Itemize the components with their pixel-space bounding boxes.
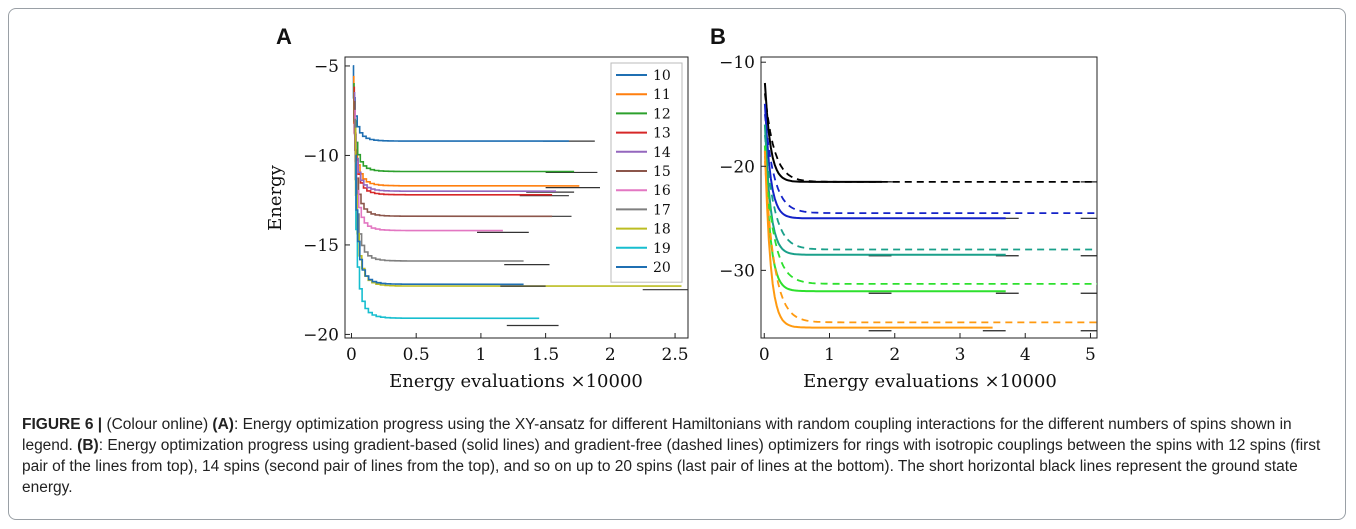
legend-label-12: 12: [653, 106, 671, 122]
legend-label-17: 17: [653, 202, 671, 218]
caption-intro: (Colour online): [102, 416, 212, 433]
panel-b-ytick-label: −20: [719, 157, 755, 177]
series-line-10: [353, 66, 569, 141]
series-solid-20: [765, 151, 993, 328]
panel-b-xtick-label: 1: [824, 345, 835, 365]
panel-b-letter: B: [710, 24, 726, 49]
panel-b-xtick-label: 4: [1020, 345, 1031, 365]
panel-a-xtick-label: 1.5: [532, 345, 559, 365]
series-solid-14: [765, 104, 1006, 219]
series-line-15: [354, 102, 552, 217]
legend-label-15: 15: [653, 164, 671, 180]
panel-a-xtick-label: 0.5: [403, 345, 430, 365]
panel-a-ytick-label: −5: [314, 57, 339, 77]
legend-box: [611, 63, 682, 282]
series-dashed-12: [765, 93, 1097, 181]
panel-a-letter: A: [276, 24, 292, 49]
legend-label-11: 11: [653, 87, 671, 103]
figure-caption: FIGURE 6 | (Colour online) (A) : Energy o…: [22, 414, 1332, 498]
panel-a-ytick-label: −15: [303, 236, 339, 256]
series-line-19: [355, 164, 539, 318]
panel-a-ylabel: Energy: [265, 164, 286, 231]
panel-b-axes: [761, 57, 1097, 338]
panel-b-xtick-label: 2: [889, 345, 900, 365]
legend-label-19: 19: [653, 241, 671, 257]
panel-b: B 0 1 2 3 4 5 −30 −20 −10 Energy evaluations ×10…: [710, 24, 1097, 392]
panel-b-ytick-label: −10: [719, 53, 755, 73]
series-dashed-20: [765, 161, 1097, 322]
figure-canvas: A 0 0.5 1 1.5 2 2.5 −20 −15 −10 −5 Energy evaluat…: [0, 0, 1356, 410]
panel-b-xlabel: Energy evaluations ×10000: [803, 371, 1057, 392]
series-dashed-18: [765, 156, 1097, 284]
series-line-11: [353, 77, 579, 186]
panel-a-ytick-label: −10: [303, 146, 339, 166]
panel-a: A 0 0.5 1 1.5 2 2.5 −20 −15 −10 −5 Energy evaluat…: [265, 24, 689, 392]
legend-label-18: 18: [653, 222, 671, 238]
panel-a-xlabel: Energy evaluations ×10000: [389, 371, 643, 392]
legend-label-10: 10: [653, 68, 671, 84]
legend-label-13: 13: [653, 126, 671, 142]
series-line-12: [353, 84, 574, 172]
panel-b-plot-area: [765, 83, 1097, 331]
legend-label-16: 16: [653, 183, 671, 199]
series-solid-16: [765, 125, 1006, 255]
panel-b-xtick-label: 5: [1085, 345, 1096, 365]
caption-label-a: (A): [212, 416, 234, 433]
panel-a-legend: 10 11 12 13 14 15 16 17 18 19 20: [611, 63, 682, 282]
caption-label-b: (B): [77, 437, 99, 454]
panel-a-xtick-label: 2: [605, 345, 616, 365]
panel-a-xtick-label: 1: [475, 345, 486, 365]
series-dashed-16: [765, 135, 1097, 249]
panel-a-xtick-label: 2.5: [662, 345, 689, 365]
caption-figure-label: FIGURE 6 |: [22, 416, 102, 433]
panel-b-ytick-label: −30: [719, 261, 755, 281]
panel-a-xtick-label: 0: [346, 345, 357, 365]
series-dashed-14: [765, 114, 1097, 213]
panel-b-xtick-label: 3: [955, 345, 966, 365]
legend-label-20: 20: [653, 260, 671, 276]
legend-label-14: 14: [653, 145, 671, 161]
panel-a-ytick-label: −20: [303, 325, 339, 345]
series-line-14: [354, 93, 556, 191]
series-line-20: [355, 155, 523, 284]
caption-text-b: : Energy optimization progress using gra…: [22, 437, 1320, 496]
panel-b-xtick-label: 0: [759, 345, 770, 365]
